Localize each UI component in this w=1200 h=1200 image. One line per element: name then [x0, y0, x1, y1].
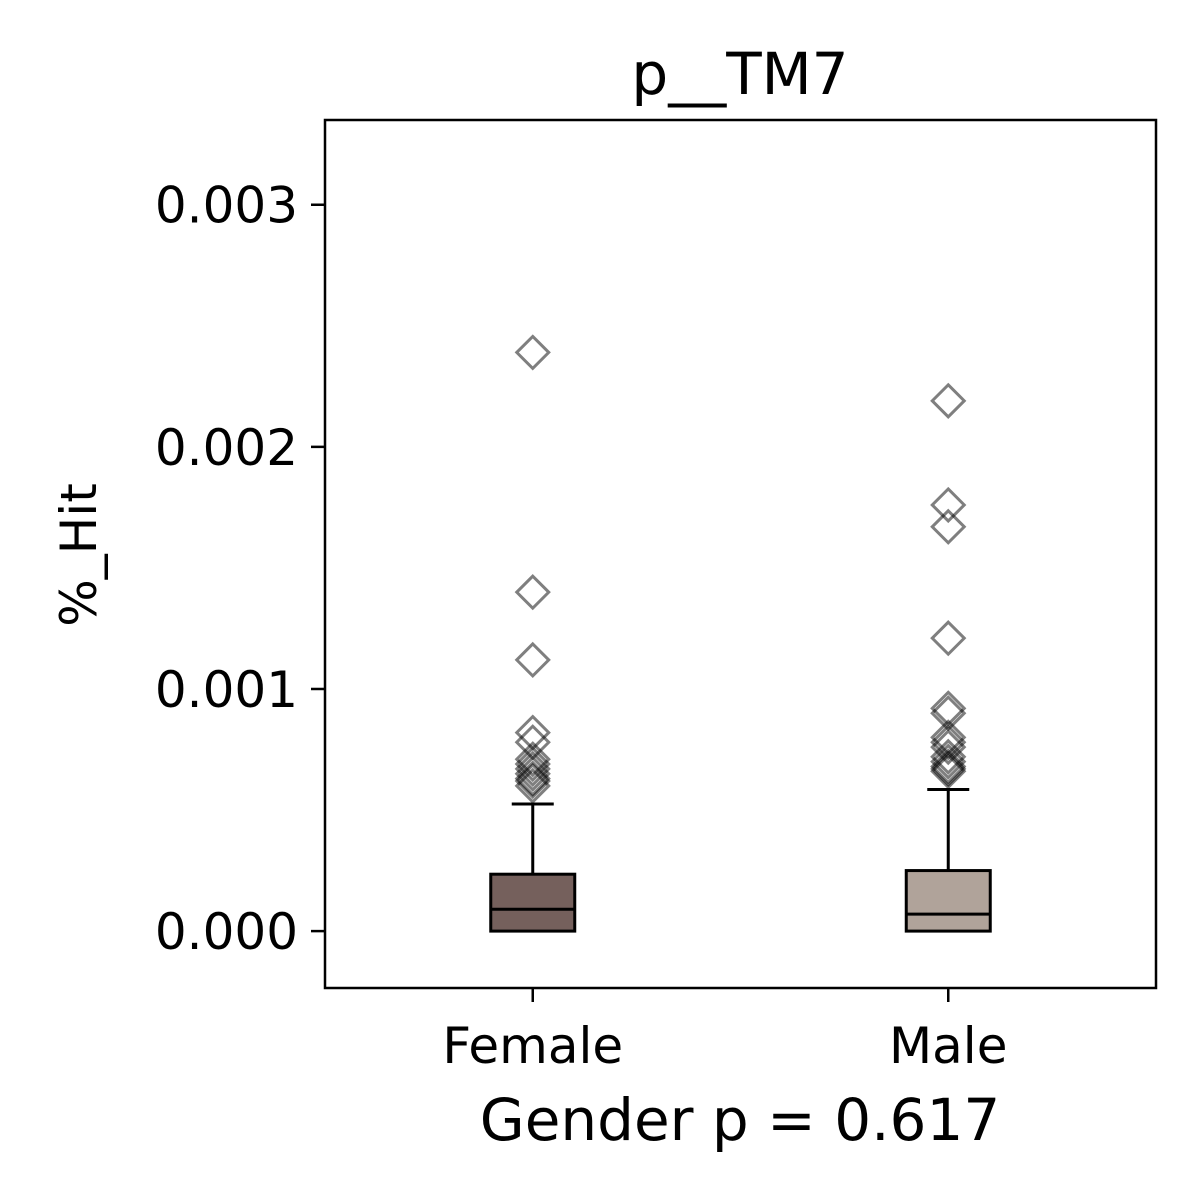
chart-title: p__TM7	[631, 40, 848, 108]
outlier-point	[514, 641, 551, 679]
y-tick-label: 0.002	[155, 419, 298, 477]
plot-frame	[323, 118, 1158, 990]
x-tick-label: Male	[889, 1017, 1007, 1075]
box	[904, 869, 992, 933]
x-axis-ticks: Female Male	[442, 988, 1007, 1075]
y-axis-label: %_Hit	[50, 483, 108, 627]
outlier-point	[930, 738, 967, 775]
outlier-point	[514, 762, 551, 800]
outlier-point	[930, 728, 967, 766]
outlier-point	[930, 508, 967, 545]
y-tick-label: 0.000	[155, 903, 298, 961]
box-group-male	[904, 382, 992, 933]
box	[489, 872, 577, 933]
y-tick-label: 0.003	[155, 177, 298, 235]
box-group-female	[489, 334, 577, 933]
outlier-point	[514, 574, 551, 611]
outlier-point	[514, 741, 551, 778]
plot-area	[489, 334, 992, 933]
outlier-point	[514, 760, 551, 797]
outlier-point	[930, 724, 967, 761]
outlier-point	[930, 750, 967, 788]
x-tick-label: Female	[442, 1017, 623, 1075]
outlier-point	[514, 745, 551, 783]
outlier-point	[514, 755, 551, 792]
y-tick-label: 0.001	[155, 661, 298, 719]
outlier-point	[930, 753, 967, 790]
outlier-point	[514, 334, 551, 371]
outlier-point	[514, 767, 551, 804]
y-axis-ticks: 0.000 0.001 0.002 0.003	[155, 177, 325, 961]
outlier-point	[930, 486, 967, 524]
outlier-point	[930, 620, 967, 657]
outlier-point	[930, 382, 967, 419]
outlier-point	[514, 750, 551, 788]
outlier-point	[930, 748, 967, 785]
x-axis-label: Gender p = 0.617	[480, 1086, 1001, 1154]
outlier-point	[930, 743, 967, 780]
